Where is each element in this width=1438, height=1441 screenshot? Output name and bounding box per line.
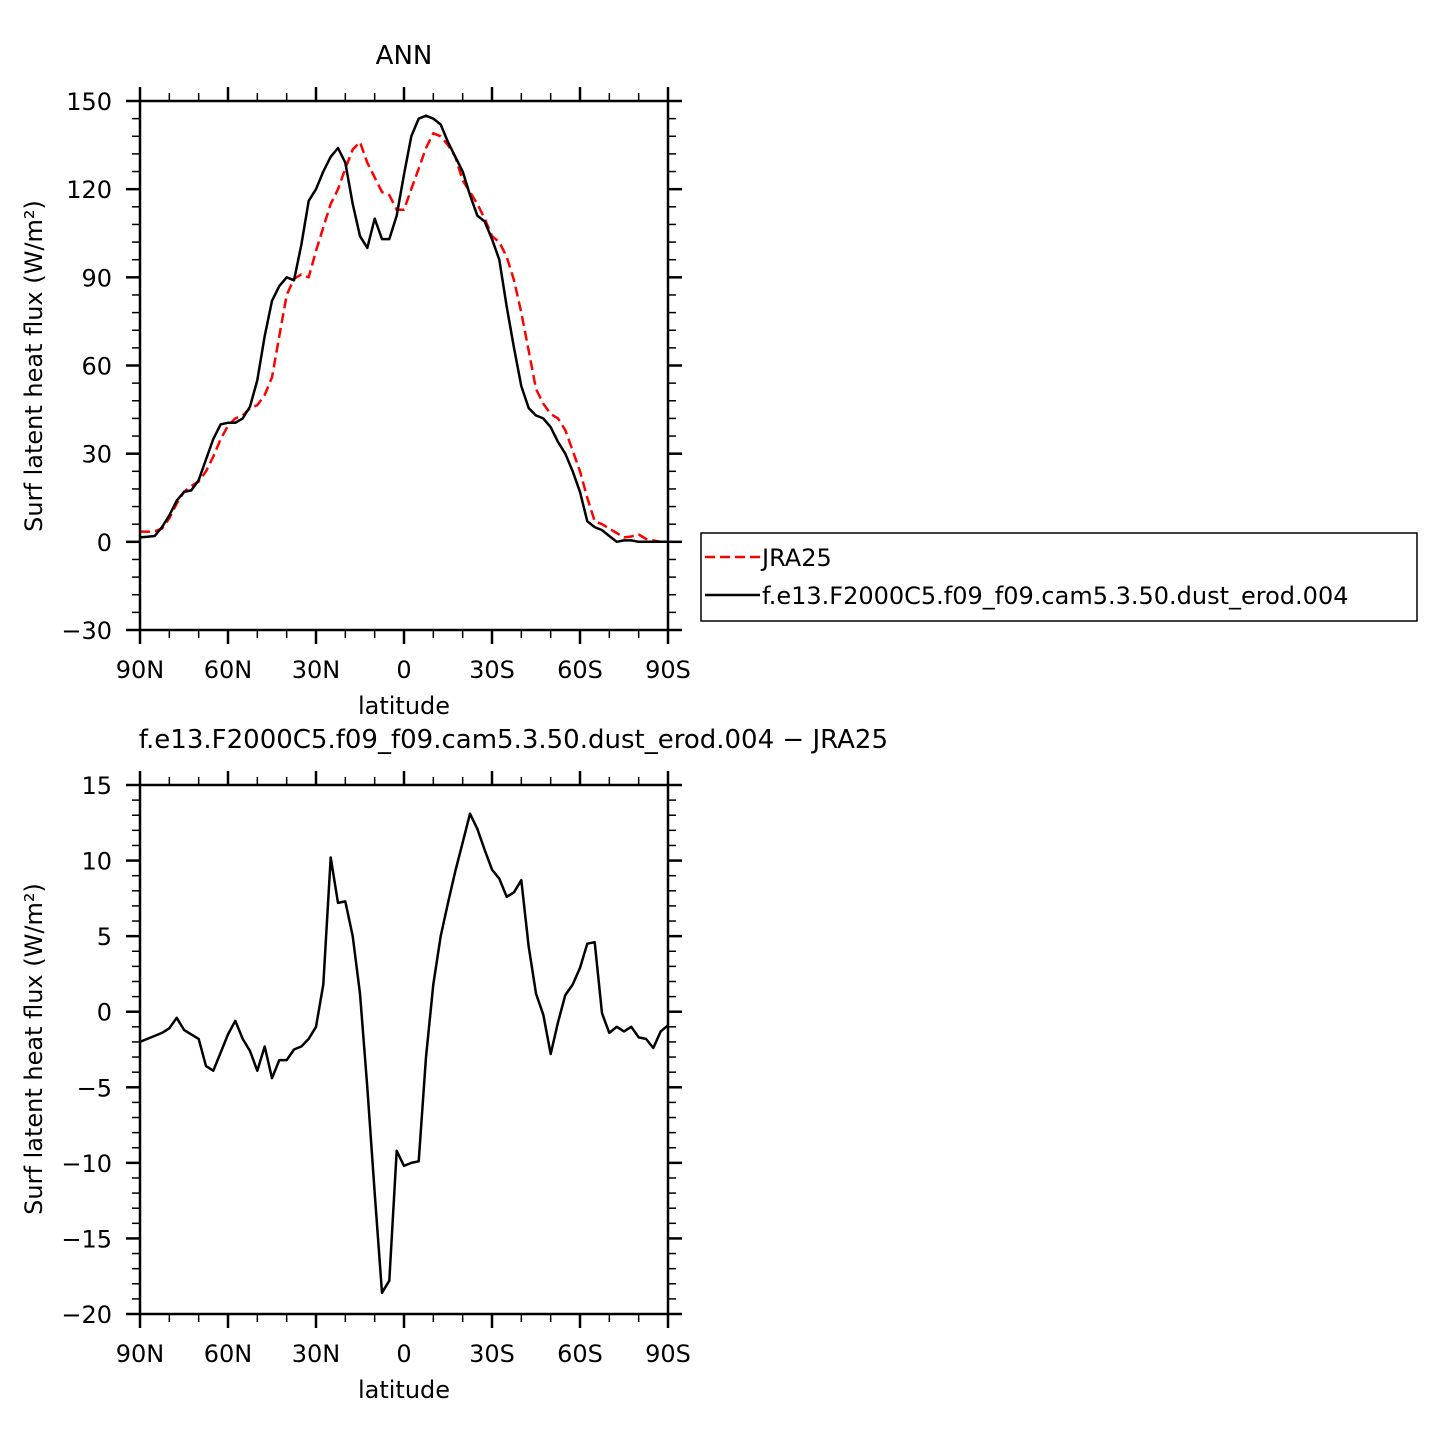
y-tick-label: −20 [61,1301,112,1329]
y-axis-label: Surf latent heat flux (W/m²) [20,883,48,1215]
legend-entry: JRA25 [760,544,832,572]
x-axis-label: latitude [358,1376,450,1404]
series-line-2 [140,114,668,544]
y-tick-label: −30 [61,617,112,645]
plot-frame [138,99,670,632]
y-tick-label: 150 [66,88,112,116]
y-tick-label: 60 [81,353,112,381]
x-tick-label: 90S [645,656,691,684]
y-tick-label: 0 [97,529,112,557]
x-tick-label: 0 [396,656,411,684]
x-tick-label: 30N [292,1340,341,1368]
y-tick-label: 120 [66,176,112,204]
y-tick-label: −10 [61,1150,112,1178]
x-tick-label: 90N [116,1340,165,1368]
series-line-1 [140,812,668,1295]
y-tick-label: 15 [81,772,112,800]
x-tick-label: 30S [469,1340,515,1368]
x-tick-label: 0 [396,1340,411,1368]
y-tick-label: 10 [81,848,112,876]
x-tick-label: 60S [557,656,603,684]
series-line-1 [140,132,668,544]
panel-1: ANN 90N 60N 30N 0 30S 60S 90S −30 0 30 60 90 120 150 la… [20,41,1418,720]
legend-entry: f.e13.F2000C5.f09_f09.cam5.3.50.dust_ero… [762,582,1348,610]
x-tick-label: 30N [292,656,341,684]
y-tick-label: 5 [97,923,112,951]
plot-frame [138,783,670,1316]
y-tick-label: −5 [77,1074,112,1102]
y-tick-label: −15 [61,1225,112,1253]
y-tick-label: 0 [97,999,112,1027]
x-tick-label: 60N [204,656,253,684]
panel-2: f.e13.F2000C5.f09_f09.cam5.3.50.dust_ero… [20,725,888,1404]
y-axis-label: Surf latent heat flux (W/m²) [20,200,48,532]
legend-box [700,532,1418,622]
x-axis-label: latitude [358,692,450,720]
x-tick-label: 30S [469,656,515,684]
chart-title: ANN [376,41,433,71]
y-tick-label: 30 [81,441,112,469]
x-tick-label: 90N [116,656,165,684]
x-tick-label: 60S [557,1340,603,1368]
x-tick-label: 90S [645,1340,691,1368]
legend: JRA25 f.e13.F2000C5.f09_f09.cam5.3.50.dus… [700,532,1418,622]
chart-title: f.e13.F2000C5.f09_f09.cam5.3.50.dust_ero… [139,725,888,755]
y-tick-label: 90 [81,264,112,292]
x-tick-label: 60N [204,1340,253,1368]
